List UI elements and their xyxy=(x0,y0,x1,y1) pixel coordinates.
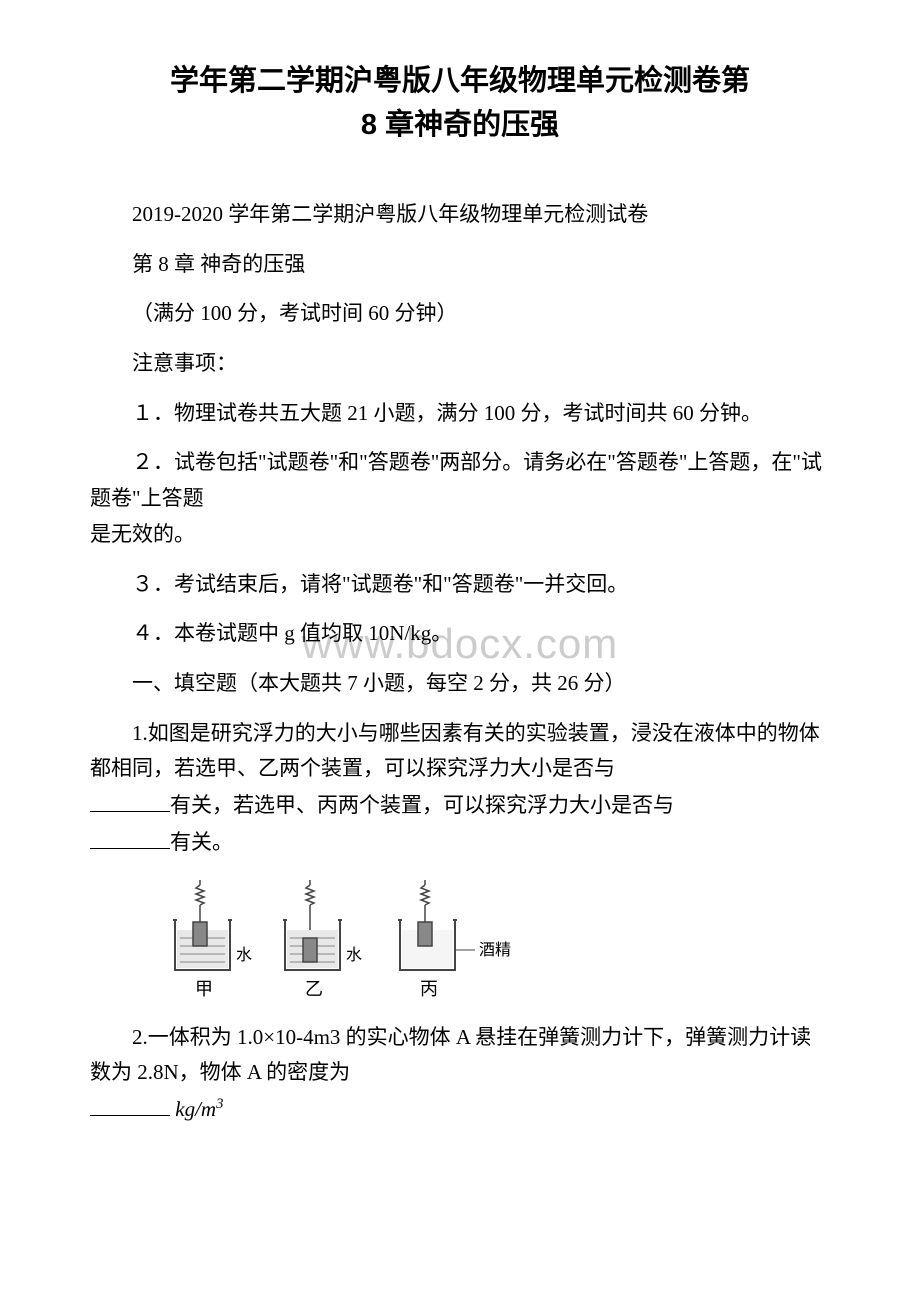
q1-blank-2 xyxy=(90,824,170,849)
document-title: 学年第二学期沪粤版八年级物理单元检测卷第 8 章神奇的压强 xyxy=(90,60,830,147)
q2-text-1: 2.一体积为 1.0×10-4m3 的实心物体 A 悬挂在弹簧测力计下，弹簧测力… xyxy=(90,1020,830,1091)
notice-1: １．物理试卷共五大题 21 小题，满分 100 分，考试时间共 60 分钟。 xyxy=(90,396,830,432)
q1-text-1: 1.如图是研究浮力的大小与哪些因素有关的实验装置，浸没在液体中的物体都相同，若选… xyxy=(90,716,830,787)
question-1: 1.如图是研究浮力的大小与哪些因素有关的实验装置，浸没在液体中的物体都相同，若选… xyxy=(90,716,830,861)
formula-base: kg/m xyxy=(175,1097,216,1121)
notice-2b: 是无效的。 xyxy=(90,522,195,546)
question-2: 2.一体积为 1.0×10-4m3 的实心物体 A 悬挂在弹簧测力计下，弹簧测力… xyxy=(90,1020,830,1128)
notice-4: ４．本卷试题中 g 值均取 10N/kg。 xyxy=(90,616,830,652)
q2-blank-1 xyxy=(90,1091,170,1116)
q2-formula: kg/m3 xyxy=(175,1097,223,1121)
intro-paragraph: 2019-2020 学年第二学期沪粤版八年级物理单元检测试卷 xyxy=(90,197,830,233)
formula-exponent: 3 xyxy=(216,1096,223,1112)
title-line-2: 8 章神奇的压强 xyxy=(90,104,830,148)
q1-text-3: 有关。 xyxy=(170,830,233,854)
notice-2a: ２．试卷包括"试题卷"和"答题卷"两部分。请务必在"答题卷"上答题，在"试题卷"… xyxy=(90,445,830,516)
document-content: 学年第二学期沪粤版八年级物理单元检测卷第 8 章神奇的压强 2019-2020 … xyxy=(90,60,830,1128)
beaker-label-3: 丙 xyxy=(420,979,438,999)
liquid-label-1: 水 xyxy=(236,946,252,964)
q1-text-2: 有关，若选甲、丙两个装置，可以探究浮力大小是否与 xyxy=(170,793,674,817)
beaker-label-1: 甲 xyxy=(195,979,213,999)
notice-header: 注意事项： xyxy=(90,346,830,382)
liquid-label-3: 酒精 xyxy=(479,941,511,959)
exam-info: （满分 100 分，考试时间 60 分钟） xyxy=(90,296,830,332)
beaker-label-2: 乙 xyxy=(305,979,323,999)
q1-blank-1 xyxy=(90,787,170,812)
notice-3: ３．考试结束后，请将"试题卷"和"答题卷"一并交回。 xyxy=(90,567,830,603)
beaker-diagram-svg: 水 甲 水 xyxy=(150,875,550,1005)
section-1-heading: 一、填空题（本大题共 7 小题，每空 2 分，共 26 分） xyxy=(90,666,830,702)
chapter-heading: 第 8 章 神奇的压强 xyxy=(90,247,830,283)
figure-beakers: 水 甲 水 xyxy=(150,875,830,1010)
liquid-label-2: 水 xyxy=(346,946,362,964)
notice-2: ２．试卷包括"试题卷"和"答题卷"两部分。请务必在"答题卷"上答题，在"试题卷"… xyxy=(90,445,830,552)
title-line-1: 学年第二学期沪粤版八年级物理单元检测卷第 xyxy=(90,60,830,104)
